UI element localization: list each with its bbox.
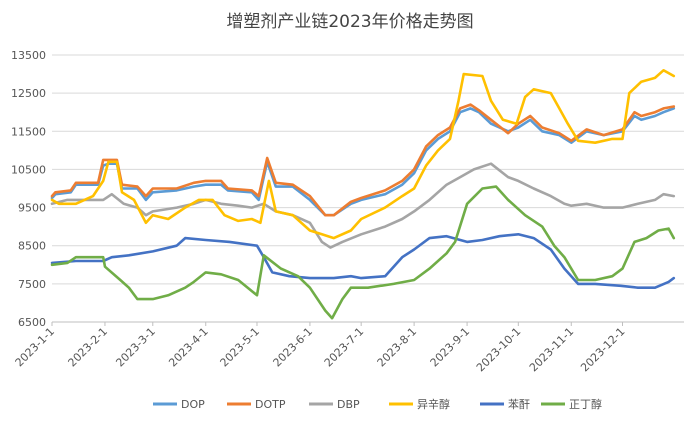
series-line-5 [50, 185, 676, 320]
y-tick-label: 7500 [18, 278, 46, 291]
x-tick-label: 2023-1-1 [13, 325, 58, 370]
y-tick-label: 8500 [18, 240, 46, 253]
legend-label: DBP [337, 398, 360, 411]
legend-label: 异辛醇 [417, 397, 450, 411]
y-tick-label: 6500 [18, 316, 46, 329]
legend-label: 正丁醇 [569, 397, 602, 411]
series-line-0 [50, 107, 676, 217]
x-tick-label: 2023-11-1 [527, 325, 576, 374]
x-tick-label: 2023-3-1 [113, 325, 158, 370]
x-tick-label: 2023-5-1 [218, 325, 263, 370]
legend-label: DOP [181, 398, 205, 411]
y-tick-label: 11500 [11, 125, 46, 138]
series-line-3 [50, 69, 676, 240]
y-axis: 6500 7500 8500 9500 10500 11500 12500 13500 [11, 49, 46, 329]
legend: DOP DOTP DBP 异辛醇 苯酐 正丁醇 [153, 397, 602, 411]
series-line-1 [50, 103, 676, 217]
y-tick-label: 13500 [11, 49, 46, 62]
x-tick-label: 2023-2-1 [66, 325, 111, 370]
y-tick-label: 12500 [11, 87, 46, 100]
x-tick-label: 2023-10-1 [474, 325, 523, 374]
x-tick-label: 2023-8-1 [375, 325, 420, 370]
legend-label: DOTP [255, 398, 286, 411]
chart-title: 增塑剂产业链2023年价格走势图 [226, 12, 473, 32]
x-tick-label: 2023-9-1 [428, 325, 473, 370]
legend-label: 苯酐 [508, 397, 530, 411]
y-tick-label: 9500 [18, 202, 46, 215]
x-tick-label: 2023-4-1 [166, 325, 211, 370]
x-axis: 2023-1-1 2023-2-1 2023-3-1 2023-4-1 2023-5-1… [13, 321, 684, 374]
grid-lines [52, 54, 684, 323]
x-tick-label: 2023-7-1 [322, 325, 367, 370]
series-lines [50, 69, 676, 320]
y-tick-label: 10500 [11, 163, 46, 176]
x-tick-label: 2023-6-1 [271, 325, 316, 370]
series-line-2 [50, 162, 676, 249]
x-tick-label: 2023-12-1 [578, 325, 627, 374]
series-line-4 [50, 233, 676, 290]
